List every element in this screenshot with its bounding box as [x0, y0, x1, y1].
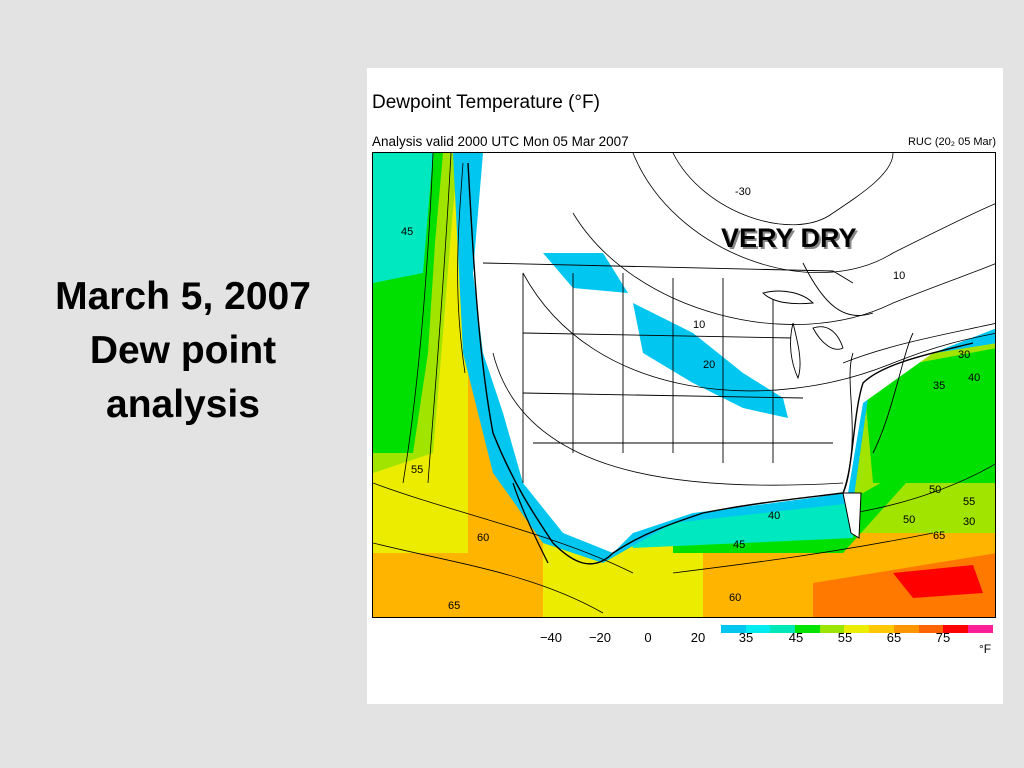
legend-swatch: [844, 625, 870, 633]
legend-swatch: [745, 625, 771, 633]
contour-label: 10: [893, 270, 905, 282]
legend-swatch: [893, 625, 919, 633]
legend-swatch: [943, 625, 968, 633]
legend-swatch: [918, 625, 944, 633]
map-subtitle: Analysis valid 2000 UTC Mon 05 Mar 2007: [372, 134, 629, 149]
slide-title: March 5, 2007 Dew point analysis: [22, 270, 344, 432]
legend-tick-label: −20: [588, 630, 612, 645]
slide-title-line-3: analysis: [106, 383, 260, 426]
contour-label-group: -30 45 10 10 20 30 40 35 55 50 55 60 65 …: [401, 186, 980, 612]
contour-label: 60: [477, 532, 489, 544]
contour-label: 40: [968, 372, 980, 384]
contour-label: 10: [693, 319, 705, 331]
legend-swatch: [770, 625, 796, 633]
contour-label: 60: [729, 592, 741, 604]
contour-label: 50: [929, 484, 941, 496]
legend-tick-label: 20: [690, 630, 706, 645]
legend-tick-label: 55: [837, 630, 853, 645]
legend-swatch: [721, 625, 746, 633]
atlantic-green-zone: [863, 348, 995, 483]
contour-label: 40: [768, 510, 780, 522]
legend-tick-label: −40: [539, 630, 563, 645]
slide-title-line-2: Dew point: [89, 329, 277, 372]
florida-peninsula: [842, 492, 862, 539]
caribbean-red-zone: [893, 565, 983, 598]
contour-label: 30: [958, 349, 970, 361]
contour-label: 55: [411, 464, 423, 476]
great-lakes: [762, 290, 844, 380]
interior-cyan-tongue: [633, 303, 788, 418]
contour-label: 55: [963, 496, 975, 508]
legend-unit: °F: [979, 642, 992, 656]
legend-swatch: [795, 625, 820, 633]
legend-swatch: [819, 625, 845, 633]
contour-label: 65: [933, 530, 945, 542]
contour-label: 45: [733, 539, 745, 551]
legend-tick-label: 65: [886, 630, 902, 645]
contour-label: 45: [401, 226, 413, 238]
very-dry-annotation: VERY DRY: [721, 223, 857, 253]
map-title: Dewpoint Temperature (°F): [372, 92, 600, 113]
legend-tick-label: 45: [788, 630, 804, 645]
contour-label: 30: [963, 516, 975, 528]
contour-lines: [373, 153, 995, 614]
legend-tick-label: 0: [644, 630, 652, 645]
contour-label: 20: [703, 359, 715, 371]
slide-title-line-1: March 5, 2007: [55, 275, 311, 318]
dewpoint-map-figure: Dewpoint Temperature (°F) Analysis valid…: [367, 68, 1003, 704]
dewpoint-map-graphic: -30 45 10 10 20 30 40 35 55 50 55 60 65 …: [373, 153, 995, 617]
legend-tick-label: 35: [738, 630, 754, 645]
legend-swatch: [869, 625, 894, 633]
dewpoint-map: -30 45 10 10 20 30 40 35 55 50 55 60 65 …: [372, 152, 996, 618]
contour-label: -30: [735, 186, 751, 198]
coastline: [467, 162, 974, 565]
contour-label: 35: [933, 380, 945, 392]
northwest-cyan-patch: [543, 253, 628, 293]
legend-tick-label: 75: [935, 630, 951, 645]
legend-swatch: [967, 625, 993, 633]
contour-label: 50: [903, 514, 915, 526]
color-legend-bar: [721, 620, 993, 638]
pacific-teal-zone: [373, 153, 433, 283]
contour-label: 65: [448, 600, 460, 612]
baja-peninsula: [512, 482, 549, 564]
political-borders: [482, 262, 914, 494]
dry-continent-zone: [473, 153, 995, 553]
model-label: RUC (20₂ 05 Mar): [907, 136, 996, 148]
